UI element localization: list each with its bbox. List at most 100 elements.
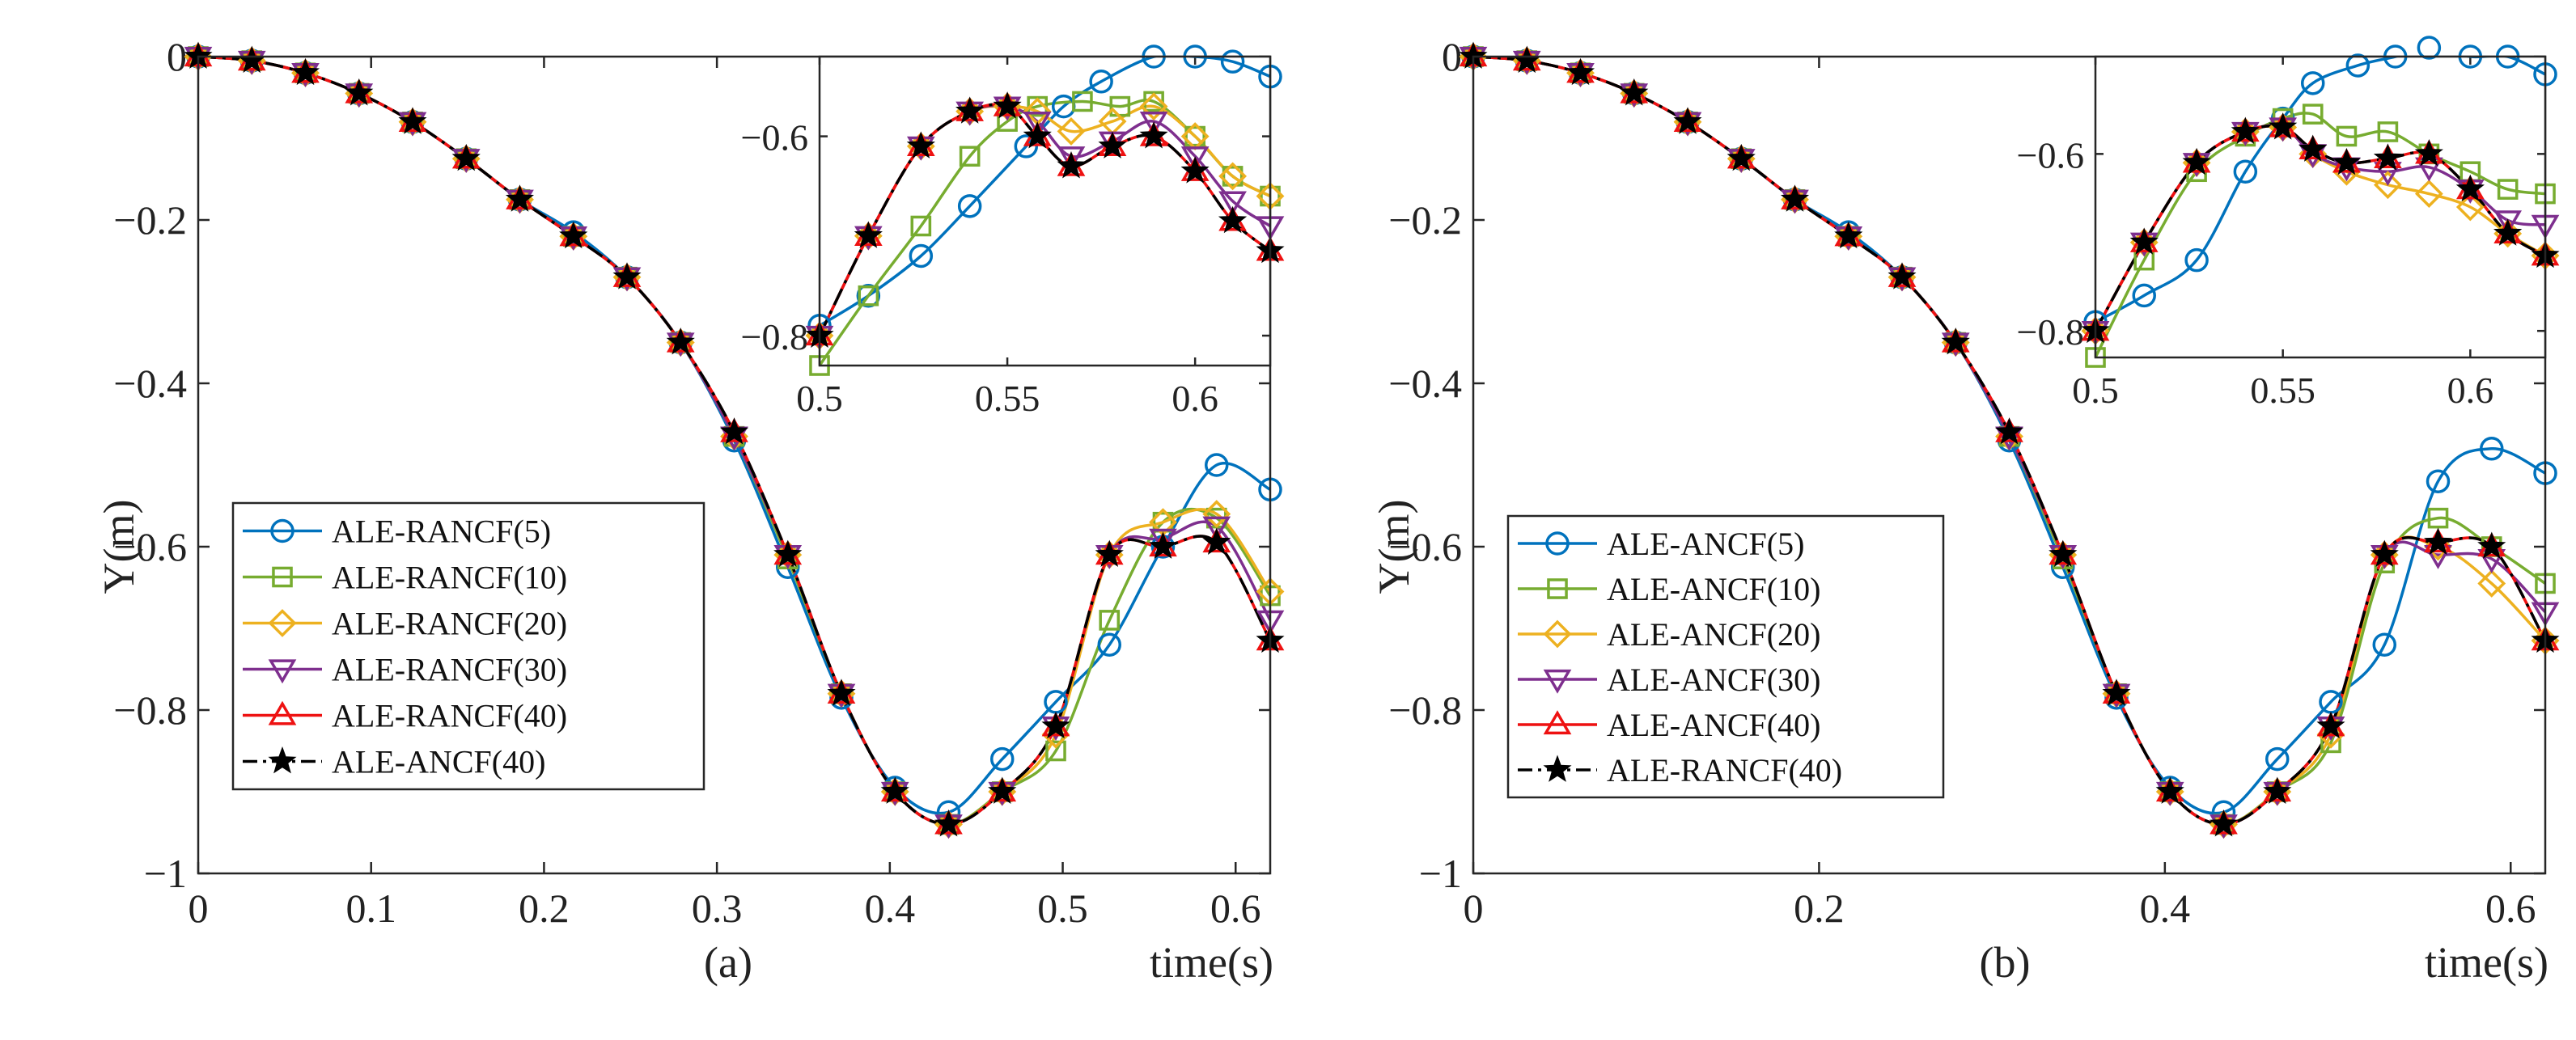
y-tick-label: −1 [144, 851, 187, 896]
inset-data-point [2493, 218, 2523, 246]
y-tick-label: −0.8 [1388, 687, 1462, 733]
inset-data-point [957, 194, 982, 218]
data-point [666, 328, 695, 355]
x-tick-label: 0.4 [2140, 886, 2191, 931]
inset-data-point [959, 146, 981, 167]
legend-box [1506, 514, 1945, 799]
inset-x-tick-label: 0.6 [2447, 370, 2494, 411]
inset-data-point [1057, 116, 1086, 146]
inset-data-point [1089, 70, 1113, 94]
data-point [2102, 679, 2131, 706]
legend-marker [1545, 531, 1570, 556]
inset-plot-area [820, 57, 1270, 366]
data-point [1994, 417, 2024, 445]
inset-data-point [2302, 104, 2324, 125]
data-point [2477, 569, 2506, 598]
y-tick-label: −0.2 [113, 197, 187, 243]
inset-data-point [1072, 91, 1093, 112]
data-point [2370, 539, 2399, 568]
legend-marker [268, 700, 297, 725]
legend-marker [1543, 619, 1572, 649]
inset-series-line-1 [2095, 112, 2545, 357]
data-point [1202, 527, 1231, 555]
inset-data-point [2373, 143, 2402, 171]
inset-data-point [2269, 112, 2298, 140]
data-point [559, 221, 588, 249]
inset-data-point [2132, 283, 2156, 308]
inset-data-point [1098, 131, 1127, 159]
y-tick-label: −1 [1419, 851, 1462, 896]
legend-marker [268, 659, 297, 684]
legend-entry: ALE-ANCF(20) [1607, 616, 1820, 653]
panel-label: (a) [704, 938, 752, 987]
axes-frame [1472, 55, 2547, 875]
legend-entry: ALE-RANCF(30) [332, 652, 567, 688]
data-point [451, 143, 481, 171]
inset-data-point [1023, 111, 1052, 136]
inset-data-point [1139, 121, 1168, 149]
inset-data-point [1057, 146, 1086, 171]
x-tick-label: 0.2 [1794, 886, 1845, 931]
inset-data-point [906, 131, 935, 159]
data-point [1727, 143, 1756, 171]
inset-data-point [1218, 162, 1248, 191]
data-point [773, 539, 803, 568]
data-point [505, 184, 535, 212]
legend-entry: ALE-RANCF(40) [1607, 752, 1842, 788]
inset-plot-area [2095, 57, 2545, 357]
data-point [2477, 531, 2506, 559]
data-point [2049, 539, 2078, 568]
y-tick-label: −0.4 [1388, 361, 1462, 406]
y-tick-label: −0.4 [113, 361, 187, 406]
legend-marker [1547, 578, 1568, 599]
inset-data-point [2345, 53, 2371, 78]
y-tick-label: −0.6 [113, 524, 187, 569]
x-tick-label: 0.2 [519, 886, 570, 931]
data-point [2426, 469, 2451, 493]
inset-data-point [2184, 247, 2209, 273]
data-point [1566, 57, 1595, 86]
data-point [1148, 531, 1178, 559]
inset-data-point [2377, 121, 2399, 142]
inset-data-point [856, 283, 881, 308]
y-tick-label: 0 [167, 34, 187, 79]
x-tick-label: 0.1 [345, 886, 396, 931]
inset-data-point [993, 91, 1022, 119]
inset-x-tick-label: 0.5 [796, 378, 843, 419]
x-tick-label: 0.4 [865, 886, 916, 931]
inset-frame [818, 55, 1272, 367]
data-point [2423, 527, 2453, 555]
data-point [345, 78, 374, 106]
inset-data-point [1014, 134, 1039, 159]
inset-data-point [2298, 134, 2328, 162]
inset-x-tick-label: 0.5 [2072, 370, 2119, 411]
data-point [2155, 776, 2184, 804]
inset-y-tick-label: −0.6 [741, 117, 808, 159]
data-point [1097, 632, 1121, 657]
inset-y-tick-label: −0.6 [2017, 134, 2084, 175]
inset-data-point [2129, 227, 2159, 255]
legend-entry: ALE-RANCF(10) [332, 560, 567, 596]
inset-data-point [1184, 125, 1205, 147]
inset-frame [2094, 55, 2547, 359]
inset-data-point [910, 215, 932, 237]
inset-data-point [2233, 159, 2258, 184]
inset-data-point [1057, 150, 1086, 179]
y-tick-label: 0 [1442, 34, 1462, 79]
chart-panel-a: 0 0.1 0.2 0.3 0.4 0.5 0.6 0 −0.2 −0.4 −0.6 −0.8 −1 Y(… [95, 34, 1285, 987]
data-point [2265, 746, 2290, 772]
inset: 0.5 0.55 0.6 −0.6 −0.8 [2017, 36, 2560, 411]
legend-marker [268, 746, 297, 774]
inset-data-point [2417, 36, 2442, 60]
inset-data-point [909, 243, 934, 268]
chart-panel-b: 0 0.2 0.4 0.6 0 −0.2 −0.4 −0.6 −0.8 −1 Y(m) time(s)… [1370, 34, 2560, 987]
legend-box [231, 501, 705, 791]
x-tick-label: 0 [1464, 886, 1484, 931]
inset-data-point [2300, 71, 2325, 95]
data-point [934, 809, 964, 837]
data-point [1202, 516, 1231, 541]
legend-entry: ALE-ANCF(5) [1607, 526, 1804, 562]
inset-data-point [2231, 116, 2260, 144]
data-point [1041, 711, 1070, 739]
legend-entry: ALE-ANCF(10) [1607, 571, 1820, 607]
